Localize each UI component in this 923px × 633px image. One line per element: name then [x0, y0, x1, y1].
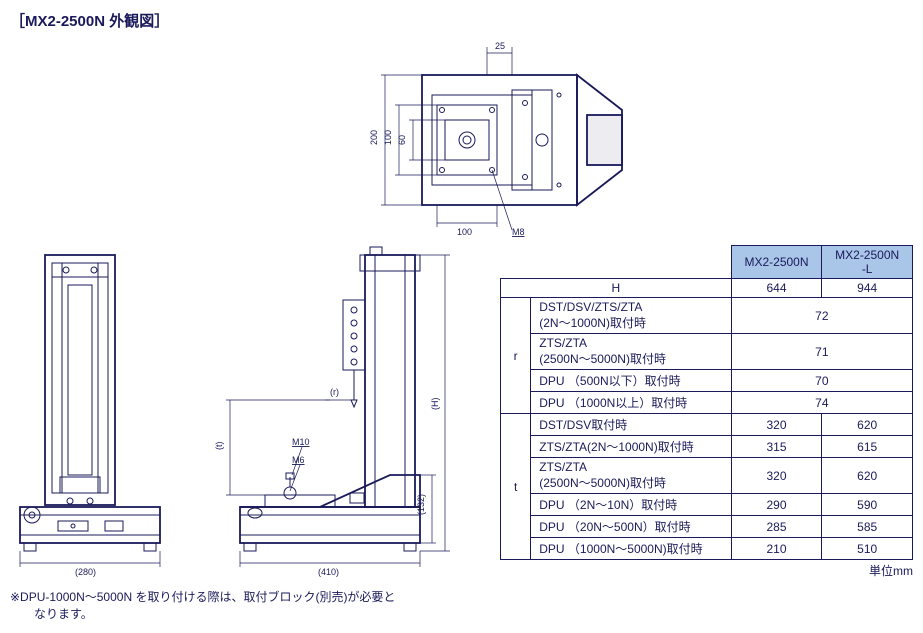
dim-280: (280)	[75, 567, 96, 577]
bottom-section: (280)	[10, 245, 913, 585]
dim-25: 25	[495, 41, 505, 51]
page-title: ［MX2-2500N 外観図］	[10, 10, 913, 31]
t1-label: DST/DSV取付時	[531, 414, 731, 436]
dim-t: (t)	[214, 442, 224, 451]
dim-100v: 100	[383, 130, 393, 145]
dim-200: 200	[369, 130, 379, 145]
r4-label: DPU （1000N以上）取付時	[531, 392, 731, 414]
dim-410: (410)	[318, 567, 339, 577]
dim-60: 60	[397, 135, 407, 145]
top-view-diagram: 25	[337, 35, 637, 245]
dim-r: (r)	[330, 387, 339, 397]
row-h-v1: 644	[731, 279, 822, 298]
t5-v1: 285	[731, 516, 822, 538]
r4-val: 74	[731, 392, 912, 414]
label-m10: M10	[292, 437, 310, 447]
r3-val: 70	[731, 370, 912, 392]
r2-val: 71	[731, 334, 912, 370]
col-mx2-2500n: MX2-2500N	[731, 246, 822, 279]
t6-v1: 210	[731, 538, 822, 560]
r2-label: ZTS/ZTA (2500N～5000N)取付時	[531, 334, 731, 370]
label-m8: M8	[512, 227, 525, 237]
col-mx2-2500n-l: MX2-2500N-L	[822, 246, 913, 279]
t4-label: DPU （2N～10N）取付時	[531, 494, 731, 516]
t3-v2: 620	[822, 458, 913, 494]
t2-label: ZTS/ZTA(2N～1000N)取付時	[531, 436, 731, 458]
top-view-section: 25	[10, 35, 913, 245]
front-view-diagram: (280)	[10, 245, 170, 585]
label-m6: M6	[292, 455, 305, 465]
main-container: 25	[10, 35, 913, 623]
t4-v2: 590	[822, 494, 913, 516]
t1-v2: 620	[822, 414, 913, 436]
t6-v2: 510	[822, 538, 913, 560]
r1-val: 72	[731, 298, 912, 334]
dimension-table: MX2-2500N MX2-2500N-L H 644 944 r DST/DS…	[500, 245, 913, 560]
r1-label: DST/DSV/ZTS/ZTA (2N～1000N)取付時	[531, 298, 731, 334]
row-h-v2: 944	[822, 279, 913, 298]
side-view-diagram: M10 M6 (r) (t)	[210, 245, 480, 585]
row-h-label: H	[501, 279, 732, 298]
t4-v1: 290	[731, 494, 822, 516]
group-t: t	[501, 414, 531, 560]
group-r: r	[501, 298, 531, 414]
r3-label: DPU （500N以下）取付時	[531, 370, 731, 392]
dimension-table-wrap: MX2-2500N MX2-2500N-L H 644 944 r DST/DS…	[500, 245, 913, 579]
t3-v1: 320	[731, 458, 822, 494]
unit-label: 単位mm	[500, 562, 913, 579]
t5-v2: 585	[822, 516, 913, 538]
t6-label: DPU （1000N～5000N)取付時	[531, 538, 731, 560]
t3-label: ZTS/ZTA (2500N～5000N)取付時	[531, 458, 731, 494]
dim-132: (132)	[416, 494, 426, 515]
t5-label: DPU （20N～500N）取付時	[531, 516, 731, 538]
dim-H: (H)	[430, 398, 440, 411]
t2-v1: 315	[731, 436, 822, 458]
t2-v2: 615	[822, 436, 913, 458]
elevation-diagrams: (280)	[10, 245, 480, 585]
t1-v1: 320	[731, 414, 822, 436]
dim-100h: 100	[457, 227, 472, 237]
